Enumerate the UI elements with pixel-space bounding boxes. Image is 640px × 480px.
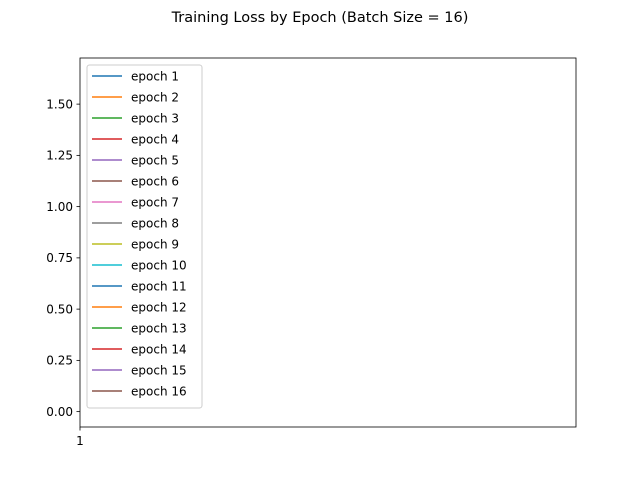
legend-label: epoch 6 [131,174,179,188]
x-tick-label: 1 [76,434,84,448]
y-tick-label: 0.00 [46,405,73,419]
y-tick-label: 1.00 [46,200,73,214]
y-axis: 0.00 0.25 0.50 0.75 1.00 1.25 1.50 [46,97,80,419]
legend-label: epoch 2 [131,90,179,104]
legend-label: epoch 9 [131,237,179,251]
legend-label: epoch 12 [131,300,187,314]
legend-label: epoch 11 [131,279,187,293]
legend-label: epoch 8 [131,216,179,230]
legend-label: epoch 4 [131,132,179,146]
legend-label: epoch 14 [131,342,187,356]
legend-label: epoch 1 [131,69,179,83]
y-tick-label: 1.25 [46,149,73,163]
legend: epoch 1 epoch 2 epoch 3 epoch 4 epoch 5 epoch… [86,64,203,409]
y-tick-label: 0.50 [46,302,73,316]
y-tick-label: 1.50 [46,97,73,111]
legend-label: epoch 16 [131,384,187,398]
y-tick-label: 0.25 [46,354,73,368]
legend-box [86,64,203,409]
legend-label: epoch 7 [131,195,179,209]
x-axis: 1 [76,427,84,448]
legend-label: epoch 10 [131,258,187,272]
legend-label: epoch 5 [131,153,179,167]
chart-title: Training Loss by Epoch (Batch Size = 16) [171,10,469,26]
legend-label: epoch 15 [131,363,187,377]
legend-label: epoch 13 [131,321,187,335]
y-tick-label: 0.75 [46,251,73,265]
legend-label: epoch 3 [131,111,179,125]
